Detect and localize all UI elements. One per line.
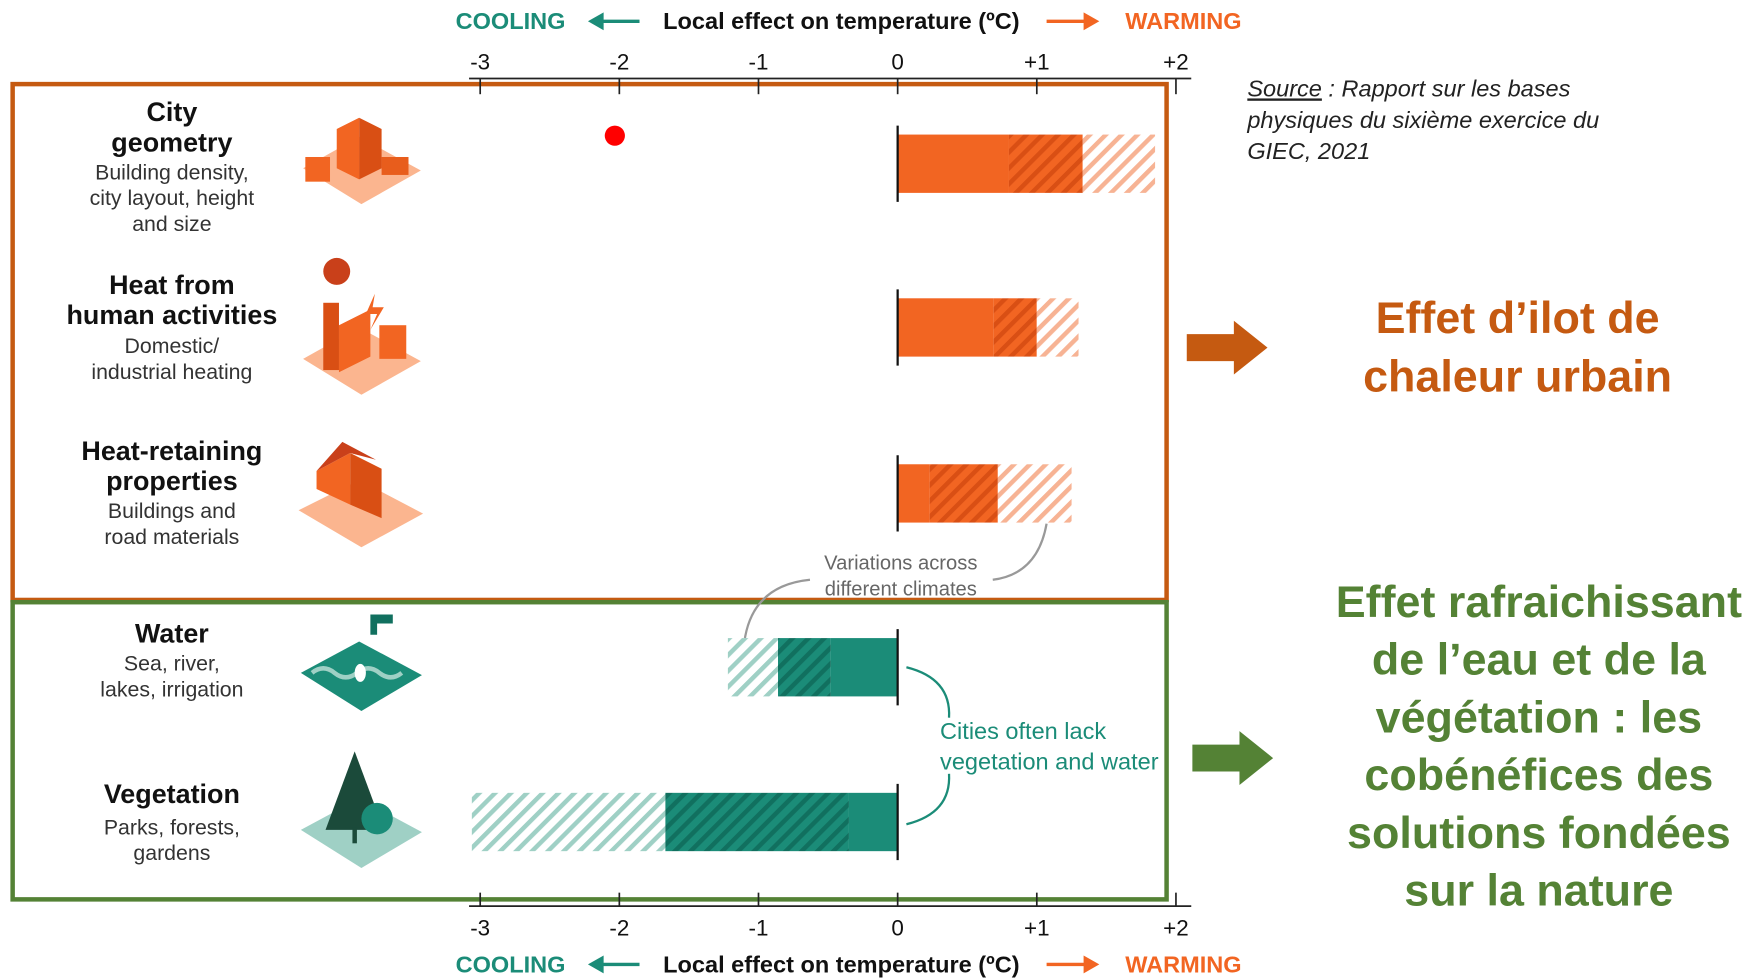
axis-label: Local effect on temperature (ºC): [663, 8, 1019, 34]
bar-segment: [897, 464, 930, 523]
category-description: Buildings and: [108, 499, 236, 523]
category-label: City: [146, 97, 197, 127]
category-description: and size: [132, 212, 211, 236]
connector: [906, 666, 951, 718]
bar-segment: [929, 464, 998, 523]
icon-tree: [300, 751, 422, 868]
dot: [604, 125, 625, 146]
icon-house: [298, 441, 424, 548]
category-description: Domestic/: [125, 334, 220, 358]
bar-segment: [848, 792, 898, 852]
bar-segment: [1036, 298, 1079, 357]
x-tick-label: +2: [1163, 50, 1189, 75]
x-tick-label: -1: [749, 50, 769, 75]
bar-segment: [993, 298, 1037, 357]
arrow: [1192, 731, 1274, 785]
x-tick-label: 0: [891, 50, 903, 75]
warming-arrow-head: [1083, 955, 1100, 974]
bar-segment: [897, 298, 994, 357]
source-text: GIEC, 2021: [1247, 138, 1370, 164]
category-description: Sea, river,: [124, 652, 220, 676]
bar-segment: [777, 638, 831, 697]
icon-water: [300, 614, 422, 711]
category-label: Heat-retaining: [81, 436, 262, 466]
warming-label: WARMING: [1125, 951, 1241, 977]
right-label: végétation : les: [1376, 691, 1702, 742]
connector: [743, 578, 811, 639]
source-label: Source: [1247, 75, 1322, 101]
cooling-arrow-head: [587, 955, 604, 974]
category-description: industrial heating: [91, 360, 252, 384]
x-tick-label: +1: [1024, 50, 1050, 75]
right-label: Effet rafraichissant: [1336, 576, 1742, 627]
bar-segment: [1008, 134, 1083, 193]
right-label: de l’eau et de la: [1372, 634, 1707, 685]
bar-segment: [665, 792, 849, 852]
category-description: lakes, irrigation: [100, 677, 243, 701]
x-tick-label: -3: [470, 915, 490, 940]
icon-factory: [303, 257, 421, 395]
cooling-label: COOLING: [456, 951, 566, 977]
bar-segment: [997, 464, 1072, 523]
bar-segment: [897, 134, 1009, 193]
category-label: Water: [135, 619, 209, 649]
cooling-arrow-head: [587, 12, 604, 31]
x-tick-label: -3: [470, 50, 490, 75]
category-description: road materials: [104, 525, 239, 549]
annotation: vegetation and water: [940, 748, 1159, 774]
source-text: physiques du sixième exercice du: [1246, 107, 1599, 133]
right-label: Effet d’ilot de: [1376, 292, 1660, 343]
x-tick-label: +2: [1163, 915, 1189, 940]
category-description: city layout, height: [90, 186, 255, 210]
right-label: cobénéfices des: [1364, 749, 1713, 800]
category-label: geometry: [111, 127, 232, 157]
bar-segment: [1082, 134, 1156, 193]
category-label: properties: [106, 466, 238, 496]
category-description: Building density,: [95, 160, 249, 184]
axis-label: Local effect on temperature (ºC): [663, 951, 1019, 977]
annotation: Variations across: [824, 553, 977, 575]
bar-segment: [830, 638, 898, 697]
cooling-label: COOLING: [456, 8, 566, 34]
connector: [992, 523, 1048, 581]
x-tick-label: -2: [609, 50, 629, 75]
cool-frame: [10, 599, 1169, 902]
right-label: chaleur urbain: [1363, 350, 1672, 401]
category-label: Heat from: [109, 270, 235, 300]
source-text: : Rapport sur les bases: [1322, 75, 1571, 101]
category-description: Parks, forests,: [104, 815, 240, 839]
bar-segment: [471, 792, 666, 852]
category-label: human activities: [66, 300, 277, 330]
annotation: different climates: [825, 578, 977, 600]
bar-segment: [727, 638, 778, 697]
connector: [906, 773, 951, 826]
right-label: sur la nature: [1404, 865, 1673, 916]
annotation: Cities often lack: [940, 718, 1106, 744]
warming-arrow-head: [1083, 12, 1100, 31]
x-tick-label: +1: [1024, 915, 1050, 940]
category-label: Vegetation: [104, 779, 240, 809]
x-tick-label: -2: [609, 915, 629, 940]
source: Source : Rapport sur les bases: [1247, 75, 1570, 101]
warming-label: WARMING: [1125, 8, 1241, 34]
x-tick-label: -1: [749, 915, 769, 940]
category-description: gardens: [133, 841, 210, 865]
right-label: solutions fondées: [1347, 807, 1731, 858]
arrow: [1186, 320, 1268, 375]
x-tick-label: 0: [891, 915, 903, 940]
icon-city: [303, 117, 421, 205]
